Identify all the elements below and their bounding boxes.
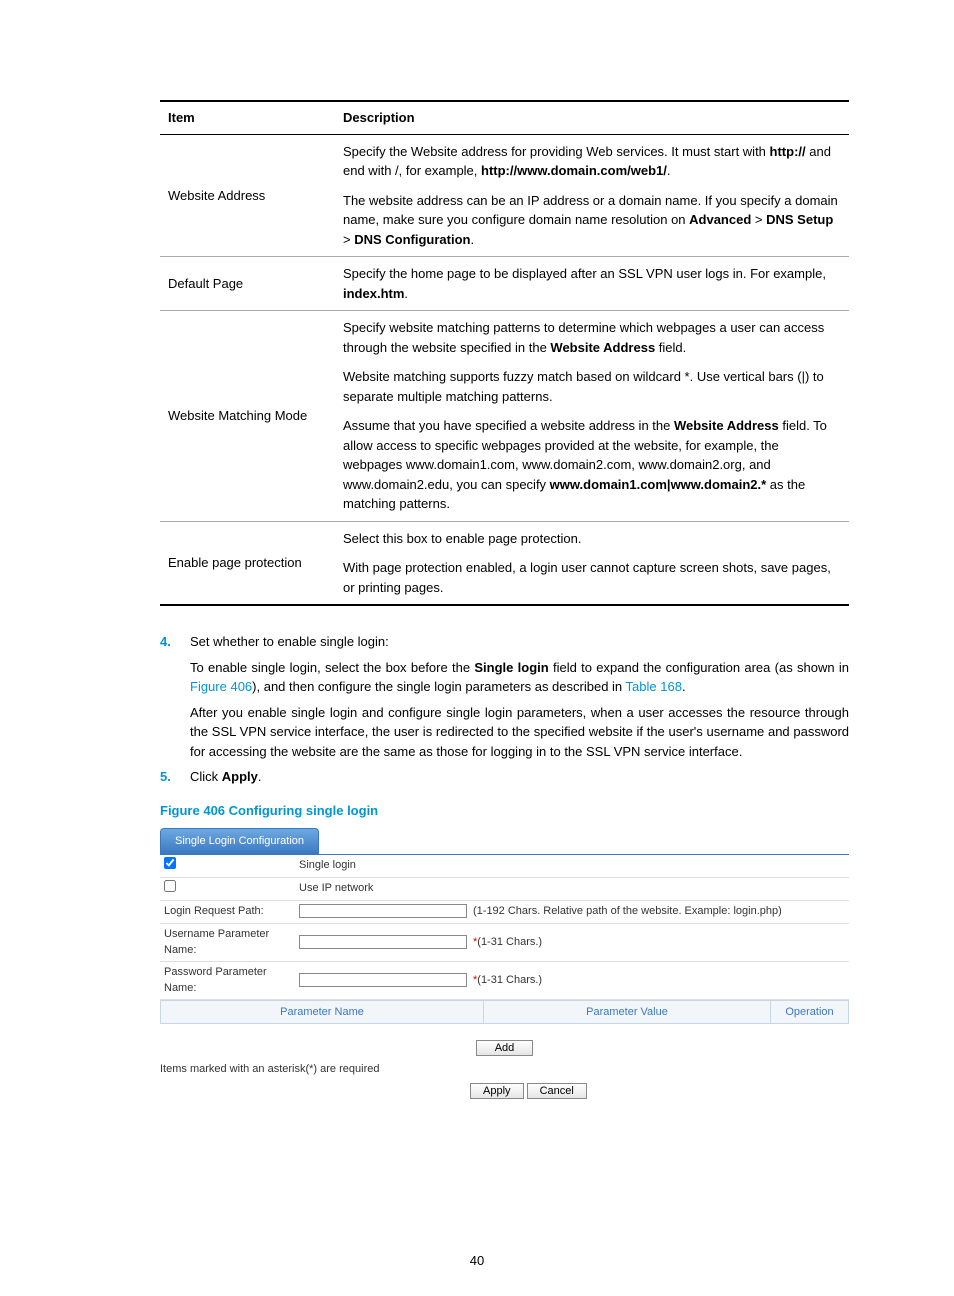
single-login-label: Single login [299, 857, 356, 874]
item-cell: Enable page protection [160, 521, 335, 605]
grid-col-operation: Operation [771, 1001, 848, 1024]
desc-cell: Specify the home page to be displayed af… [335, 257, 849, 311]
table-row: Default Page Specify the home page to be… [160, 257, 849, 311]
table-row: Website Address Specify the Website addr… [160, 134, 849, 257]
step-4-para1: To enable single login, select the box b… [190, 658, 849, 697]
col-item: Item [160, 101, 335, 134]
item-cell: Default Page [160, 257, 335, 311]
table-row: Website Matching Mode Specify website ma… [160, 311, 849, 522]
step-4-para2: After you enable single login and config… [190, 703, 849, 762]
step-5: 5. Click Apply. [160, 767, 849, 787]
password-param-label: Password Parameter Name: [164, 964, 299, 997]
desc-cell: Select this box to enable page protectio… [335, 521, 849, 605]
grid-col-value: Parameter Value [484, 1001, 771, 1024]
single-login-checkbox[interactable] [164, 857, 176, 869]
login-request-path-label: Login Request Path: [164, 903, 299, 920]
step-number: 4. [160, 632, 190, 652]
table-link[interactable]: Table 168 [626, 679, 682, 694]
use-ip-network-checkbox[interactable] [164, 880, 176, 892]
apply-button[interactable]: Apply [470, 1083, 524, 1099]
table-row: Enable page protection Select this box t… [160, 521, 849, 605]
step-number: 5. [160, 767, 190, 787]
step-4: 4. Set whether to enable single login: [160, 632, 849, 652]
figure-link[interactable]: Figure 406 [190, 679, 252, 694]
grid-col-name: Parameter Name [161, 1001, 484, 1024]
item-cell: Website Address [160, 134, 335, 257]
password-param-hint: *(1-31 Chars.) [473, 972, 542, 989]
login-request-path-hint: (1-192 Chars. Relative path of the websi… [473, 903, 782, 920]
tab-single-login-config[interactable]: Single Login Configuration [160, 828, 319, 854]
add-button[interactable]: Add [476, 1040, 534, 1056]
figure-caption: Figure 406 Configuring single login [160, 801, 849, 821]
desc-cell: Specify the Website address for providin… [335, 134, 849, 257]
cancel-button[interactable]: Cancel [527, 1083, 587, 1099]
required-note: Items marked with an asterisk(*) are req… [160, 1061, 849, 1078]
parameter-grid-header: Parameter Name Parameter Value Operation [160, 1000, 849, 1025]
page-number: 40 [0, 1251, 954, 1271]
username-param-input[interactable] [299, 935, 467, 949]
login-request-path-input[interactable] [299, 904, 467, 918]
use-ip-network-label: Use IP network [299, 880, 373, 897]
single-login-config-figure: Single Login Configuration Single login … [160, 828, 849, 1100]
password-param-input[interactable] [299, 973, 467, 987]
col-desc: Description [335, 101, 849, 134]
step-text: Set whether to enable single login: [190, 632, 849, 652]
config-items-table: Item Description Website Address Specify… [160, 100, 849, 606]
step-text: Click Apply. [190, 767, 849, 787]
desc-cell: Specify website matching patterns to det… [335, 311, 849, 522]
username-param-label: Username Parameter Name: [164, 926, 299, 959]
item-cell: Website Matching Mode [160, 311, 335, 522]
username-param-hint: *(1-31 Chars.) [473, 934, 542, 951]
